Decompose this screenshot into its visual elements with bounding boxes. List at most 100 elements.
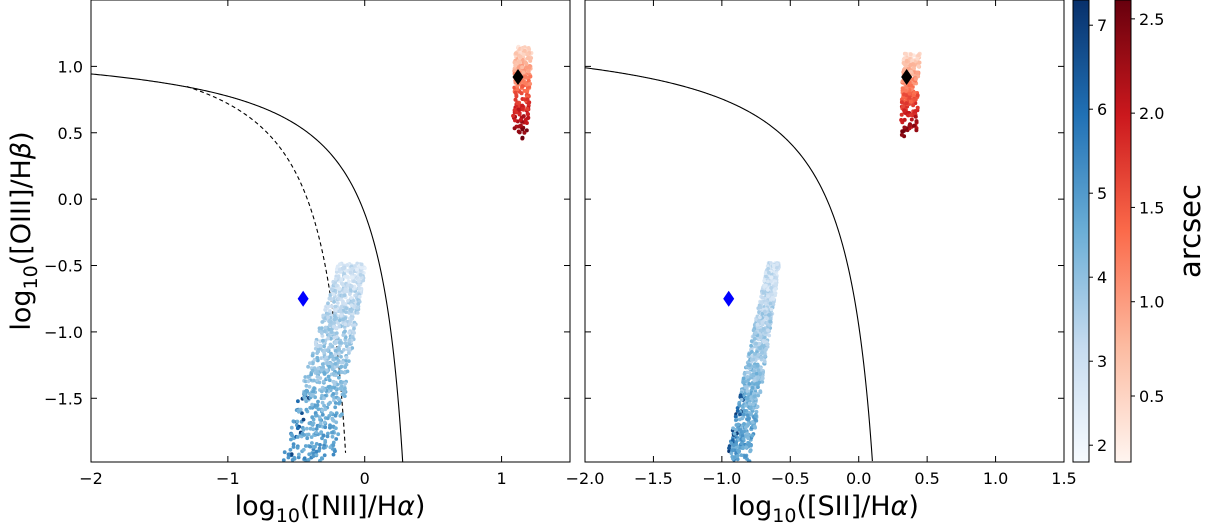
sii-data-points — [585, 51, 922, 462]
blue-point — [327, 378, 332, 383]
blue-point — [289, 437, 293, 442]
blue-point — [338, 309, 343, 314]
colorbar-tick-label: 1.0 — [1139, 293, 1164, 312]
blue-point — [318, 344, 323, 348]
red-point — [913, 114, 918, 119]
blue-point — [323, 425, 328, 430]
blue-point — [741, 436, 746, 441]
blue-point — [331, 371, 336, 376]
blue-point — [760, 380, 765, 384]
blue-point — [346, 279, 351, 284]
blue-point — [759, 305, 763, 310]
blue-point — [304, 384, 309, 388]
blue-point — [342, 293, 347, 298]
red-point — [518, 117, 523, 122]
blue-point — [317, 326, 322, 331]
blue-point — [766, 288, 770, 292]
red-point — [911, 103, 916, 108]
blue-point — [337, 267, 342, 272]
blue-point — [345, 263, 349, 267]
sii-ticks: −2.0 −1.5 −1.0 −0.5 0.0 0.5 1.0 1.5 — [566, 0, 1077, 488]
blue-point — [739, 453, 744, 457]
blue-point — [315, 355, 320, 360]
blue-point — [766, 328, 770, 333]
blue-point — [297, 452, 301, 457]
red-point — [899, 97, 904, 102]
blue-point — [760, 320, 765, 324]
blue-point — [363, 266, 367, 271]
blue-point — [331, 380, 336, 384]
blue-point — [749, 339, 754, 344]
blue-point — [333, 352, 337, 357]
blue-point — [747, 382, 752, 386]
black-diamond-marker — [901, 69, 913, 85]
blue-point — [359, 265, 364, 270]
blue-point — [741, 412, 746, 417]
colorbar-tick-label: 2.0 — [1139, 104, 1164, 123]
red-point — [904, 51, 909, 56]
blue-point — [741, 376, 746, 381]
red-point — [518, 123, 523, 128]
nii-x-axis-label: log10([NII]/Hα) — [235, 491, 426, 524]
red-point — [512, 126, 517, 131]
blue-point — [762, 278, 767, 283]
blue-point — [333, 449, 337, 453]
blue-point — [346, 299, 350, 303]
blue-point — [745, 413, 750, 418]
blue-point — [317, 415, 322, 420]
colorbar-tick-label: 1.5 — [1139, 198, 1164, 217]
red-point — [520, 106, 525, 111]
blue-point — [764, 274, 768, 279]
blue-point — [752, 369, 757, 373]
blue-point — [348, 292, 352, 296]
red-point — [913, 97, 918, 102]
blue-point — [753, 331, 758, 335]
blue-point — [289, 452, 294, 457]
blue-point — [348, 270, 353, 275]
red-point — [521, 114, 526, 119]
blue-point — [320, 362, 325, 366]
blue-point — [768, 317, 773, 321]
blue-point — [758, 371, 763, 376]
blue-point — [758, 346, 762, 351]
blue-point — [343, 365, 348, 369]
blue-point — [764, 283, 768, 288]
colorbar-label: arcsec — [1173, 184, 1205, 278]
red-point — [526, 69, 531, 74]
blue-point — [318, 421, 323, 426]
blue-point — [743, 454, 748, 459]
blue-point — [763, 309, 767, 314]
blue-point — [334, 283, 339, 288]
red-point — [522, 130, 527, 135]
colorbar-tick-label: 4 — [1097, 268, 1107, 287]
blue-point — [309, 393, 314, 398]
blue-point — [320, 334, 325, 338]
blue-point — [733, 414, 738, 419]
blue-point — [330, 354, 334, 358]
blue-point — [738, 393, 743, 398]
colorbar-tick-label: 0.5 — [1139, 387, 1164, 406]
red-point — [526, 46, 531, 50]
blue-point — [328, 293, 333, 297]
red-point — [511, 113, 516, 118]
blue-point — [336, 371, 341, 375]
blue-point — [756, 368, 761, 373]
blue-point — [308, 426, 313, 431]
blue-point — [341, 360, 345, 365]
colorbar-tick-label: 5 — [1097, 184, 1107, 203]
blue-point — [319, 396, 324, 401]
blue-point — [326, 315, 330, 320]
blue-point — [334, 426, 338, 431]
blue-point — [327, 362, 332, 366]
blue-point — [322, 329, 327, 334]
red-point — [514, 94, 519, 99]
blue-point — [763, 348, 768, 352]
blue-point — [775, 265, 779, 270]
blue-point — [752, 424, 757, 429]
blue-point — [318, 376, 323, 380]
blue-point — [301, 428, 306, 432]
reds-colorbar-gradient — [1114, 0, 1132, 463]
red-point — [911, 94, 916, 98]
blue-point — [301, 417, 306, 422]
red-point — [520, 57, 525, 62]
